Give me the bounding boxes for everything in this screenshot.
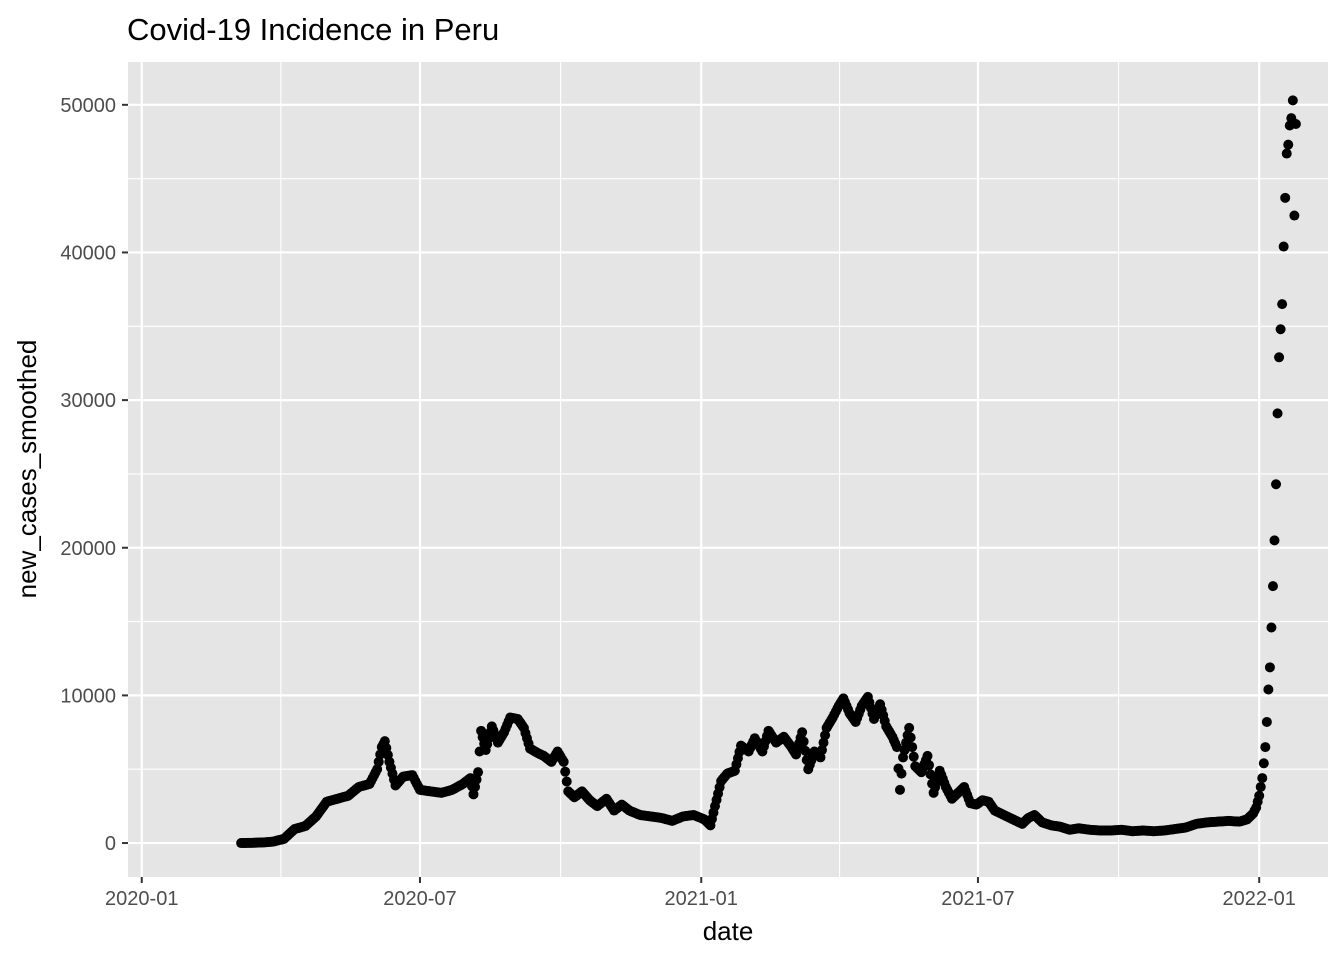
data-point <box>1274 352 1285 363</box>
data-point <box>904 722 915 733</box>
data-points <box>236 95 1301 849</box>
data-point <box>473 767 484 778</box>
data-point <box>1281 148 1292 159</box>
data-point <box>922 750 933 761</box>
data-point <box>1261 716 1272 727</box>
major-gridlines <box>128 62 1328 877</box>
data-point <box>905 732 916 743</box>
y-tick-label: 40000 <box>60 242 116 264</box>
data-point <box>908 751 919 762</box>
data-point <box>1283 139 1294 150</box>
x-tick-label: 2022-01 <box>1223 888 1296 910</box>
data-point <box>1280 192 1291 203</box>
data-point <box>1255 781 1266 792</box>
x-axis-title: date <box>703 916 754 946</box>
y-tick-label: 50000 <box>60 95 116 117</box>
data-point <box>1266 622 1277 633</box>
data-point <box>924 760 935 771</box>
data-point <box>561 776 572 787</box>
x-tick-label: 2021-07 <box>941 888 1014 910</box>
data-point <box>907 742 918 753</box>
data-point <box>558 756 569 767</box>
data-point <box>1263 684 1274 695</box>
data-point <box>1258 758 1269 769</box>
chart-title: Covid-19 Incidence in Peru <box>127 12 499 47</box>
data-point <box>1269 535 1280 546</box>
y-tick-label: 30000 <box>60 390 116 412</box>
data-point <box>560 766 571 777</box>
data-point <box>797 727 808 738</box>
data-point <box>1254 790 1265 801</box>
y-tick-label: 10000 <box>60 685 116 707</box>
data-point <box>1264 662 1275 673</box>
data-point <box>1275 324 1286 335</box>
data-point <box>1277 299 1288 310</box>
data-point <box>894 784 905 795</box>
y-tick-label: 0 <box>105 833 116 855</box>
data-point <box>1271 479 1282 490</box>
data-point <box>798 736 809 747</box>
y-tick-label: 20000 <box>60 538 116 560</box>
x-tick-label: 2021-01 <box>665 888 738 910</box>
x-tick-label: 2020-01 <box>105 888 178 910</box>
data-point <box>1267 581 1278 592</box>
data-point <box>1257 773 1268 784</box>
y-axis: 0 10000 20000 30000 40000 50000 <box>60 95 128 855</box>
data-point <box>800 745 811 756</box>
data-point <box>1272 408 1283 419</box>
data-point <box>1278 241 1289 252</box>
data-point <box>925 769 936 780</box>
data-point <box>1287 95 1298 106</box>
data-point <box>1260 742 1271 753</box>
data-point <box>896 768 907 779</box>
data-point <box>1289 210 1300 221</box>
x-axis: 2020-01 2020-07 2021-01 2021-07 2022-01 <box>105 877 1296 910</box>
data-point <box>1290 119 1301 130</box>
x-tick-label: 2020-07 <box>383 888 456 910</box>
plot-panel <box>128 62 1328 877</box>
y-axis-title: new_cases_smoothed <box>12 340 42 599</box>
data-point <box>891 742 902 753</box>
